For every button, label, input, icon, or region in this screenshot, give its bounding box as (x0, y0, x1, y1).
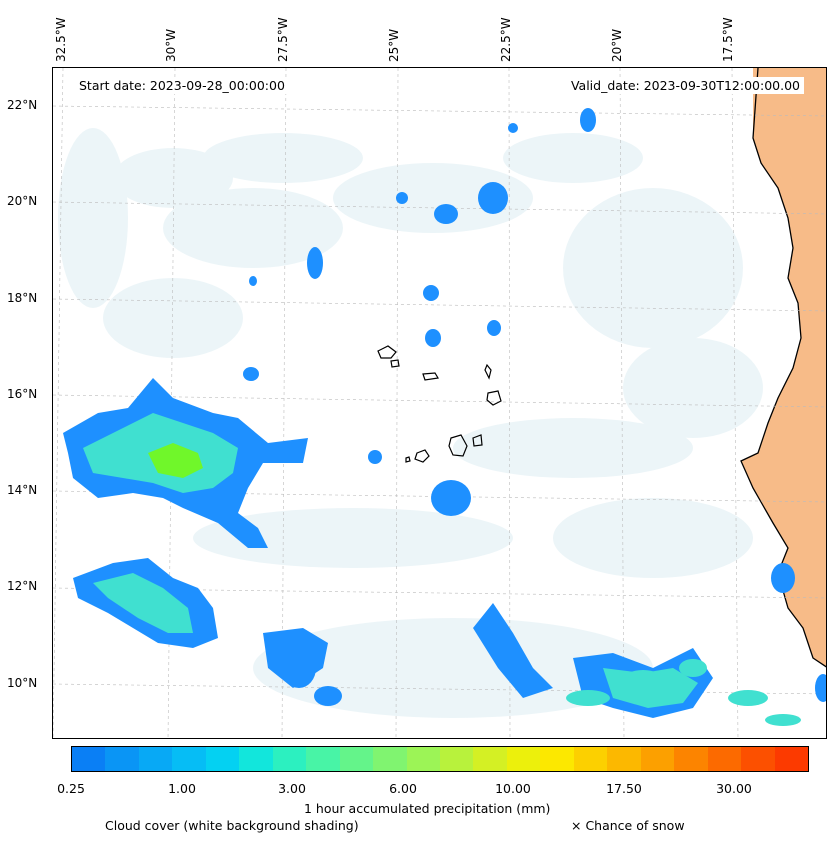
precipitation-layer (63, 108, 826, 726)
colorbar-swatch (741, 747, 775, 771)
map-canvas (53, 68, 826, 738)
colorbar-swatch (239, 747, 273, 771)
colorbar-swatch (707, 747, 742, 771)
start-date-label: Start date: 2023-09-28_00:00:00 (75, 77, 289, 94)
colorbar-swatch (540, 747, 574, 771)
lat-label: 12°N (7, 579, 38, 593)
precipitation-colorbar (71, 746, 809, 772)
valid-date-label: Valid_date: 2023-09-30T12:00:00.00 (566, 77, 804, 94)
precip-band-mid (93, 573, 193, 633)
colorbar-swatch (573, 747, 608, 771)
colorbar-swatch (774, 747, 808, 771)
colorbar-swatch (172, 747, 206, 771)
colorbar-swatch (205, 747, 240, 771)
colorbar-swatch (138, 747, 173, 771)
colorbar-tick-label: 30.00 (716, 781, 752, 796)
lat-label: 18°N (7, 291, 38, 305)
precip-band-south (473, 603, 553, 698)
map-panel[interactable]: Start date: 2023-09-28_00:00:00 Valid_da… (52, 67, 827, 739)
lon-label: 25°W (387, 28, 401, 62)
islands (377, 345, 502, 463)
colorbar-title: 1 hour accumulated precipitation (mm) (304, 801, 551, 816)
precip-cluster-high (148, 443, 203, 478)
precip-cells-mid (109, 453, 801, 726)
colorbar-tick-label: 0.25 (57, 781, 85, 796)
africa-land (741, 68, 826, 667)
lat-label: 22°N (7, 98, 38, 112)
cloud-cover-legend: Cloud cover (white background shading) (105, 818, 359, 833)
lat-label: 10°N (7, 676, 38, 690)
colorbar-tick-label: 1.00 (168, 781, 196, 796)
colorbar-swatch (640, 747, 675, 771)
colorbar-swatch (373, 747, 407, 771)
lon-label: 22.5°W (499, 17, 513, 62)
lon-label: 17.5°W (721, 17, 735, 62)
colorbar-swatch (506, 747, 541, 771)
colorbar-swatch (439, 747, 474, 771)
colorbar-swatch (272, 747, 307, 771)
colorbar-swatch (306, 747, 340, 771)
cloud-cover-layer (58, 128, 763, 718)
colorbar-swatch (473, 747, 507, 771)
lat-label: 14°N (7, 483, 38, 497)
colorbar-swatch (607, 747, 641, 771)
lat-label: 20°N (7, 194, 38, 208)
colorbar-swatch (406, 747, 440, 771)
lon-label: 27.5°W (276, 17, 290, 62)
colorbar-tick-label: 17.50 (606, 781, 642, 796)
colorbar-tick-label: 3.00 (278, 781, 306, 796)
precip-cells (243, 108, 826, 706)
lon-label: 30°W (164, 28, 178, 62)
lon-label: 20°W (610, 28, 624, 62)
colorbar-tick-label: 10.00 (495, 781, 531, 796)
colorbar-swatch (674, 747, 708, 771)
colorbar-tick-label: 6.00 (389, 781, 417, 796)
lon-label: 32.5°W (54, 17, 68, 62)
colorbar-swatch (72, 747, 106, 771)
colorbar-swatch (105, 747, 139, 771)
lat-label: 16°N (7, 387, 38, 401)
snow-legend: × Chance of snow (571, 818, 685, 833)
colorbar-swatch (339, 747, 374, 771)
